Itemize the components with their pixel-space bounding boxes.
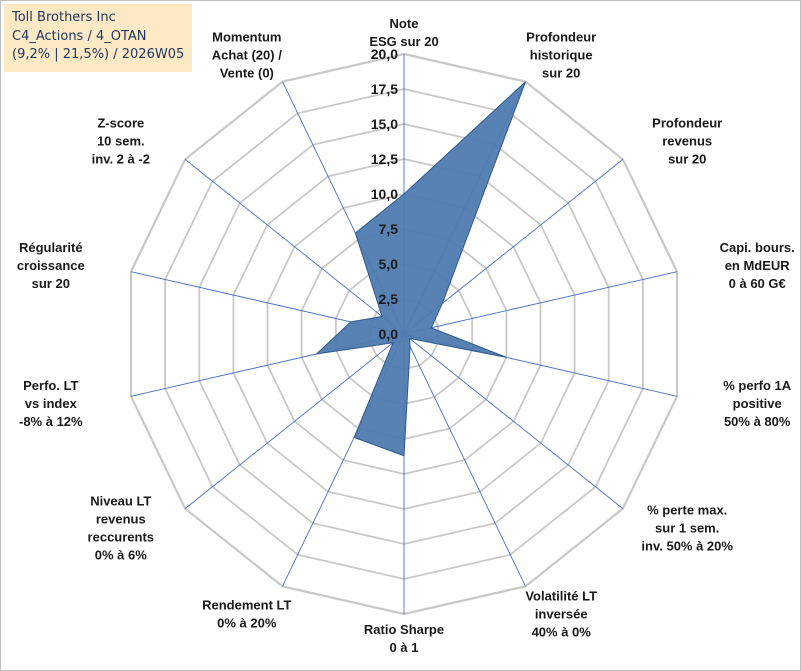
axis-spoke: [184, 159, 405, 335]
axis-label-layer: Note ESG sur 20 Profondeur historique sur 20…: [17, 16, 795, 655]
tick-label: 15,0: [371, 116, 398, 132]
title-line-3: (9,2% | 21,5%) / 2026W05: [12, 47, 185, 62]
tick-label: 17,5: [371, 81, 398, 97]
tick-label-layer: 0,0 2,5 5,0 7,5 10,0 12,5 15,0 17,5 20,0: [371, 46, 398, 342]
axis-label: Note ESG sur 20: [369, 16, 438, 49]
axis-label: Profondeur revenus sur 20: [652, 116, 722, 167]
tick-label: 7,5: [379, 221, 399, 237]
title-box: Toll Brothers Inc C4_Actions / 4_OTAN (9…: [4, 4, 192, 72]
axis-label: Régularité croissance sur 20: [17, 240, 85, 291]
axis-spoke: [403, 271, 678, 335]
tick-label: 10,0: [371, 186, 398, 202]
title-line-2: C4_Actions / 4_OTAN: [12, 28, 147, 44]
axis-label: Perfo. LT vs index -8% à 12%: [19, 378, 83, 429]
tick-label: 20,0: [371, 46, 398, 62]
axis-spoke: [403, 333, 624, 509]
axis-label: Niveau LT revenus reccurents 0% à 6%: [88, 493, 154, 562]
axis-label: Z-score 10 sem. inv. 2 à -2: [92, 116, 150, 167]
axis-label: Profondeur historique sur 20: [526, 30, 596, 81]
tick-label: 5,0: [379, 256, 399, 272]
series-layer: [315, 81, 526, 457]
data-series-area: [315, 81, 526, 457]
axis-label: Ratio Sharpe 0 à 1: [364, 622, 444, 655]
axis-label: % perte max. sur 1 sem. inv. 50% à 20%: [641, 502, 733, 553]
tick-label: 2,5: [379, 291, 399, 307]
title-line-1: Toll Brothers Inc: [12, 10, 116, 25]
axis-spoke: [184, 333, 405, 509]
tick-label: 12,5: [371, 151, 398, 167]
tick-label: 0,0: [379, 326, 399, 342]
axis-label: % perfo 1A positive 50% à 80%: [723, 378, 792, 429]
axis-label: Capi. bours. en MdEUR 0 à 60 G€: [720, 240, 795, 291]
axis-label: Volatilité LT inversée 40% à 0%: [525, 588, 597, 639]
axis-label: Momentum Achat (20) / Vente (0): [212, 30, 282, 81]
axis-spoke: [403, 333, 526, 587]
axis-label: Rendement LT 0% à 20%: [202, 597, 291, 630]
